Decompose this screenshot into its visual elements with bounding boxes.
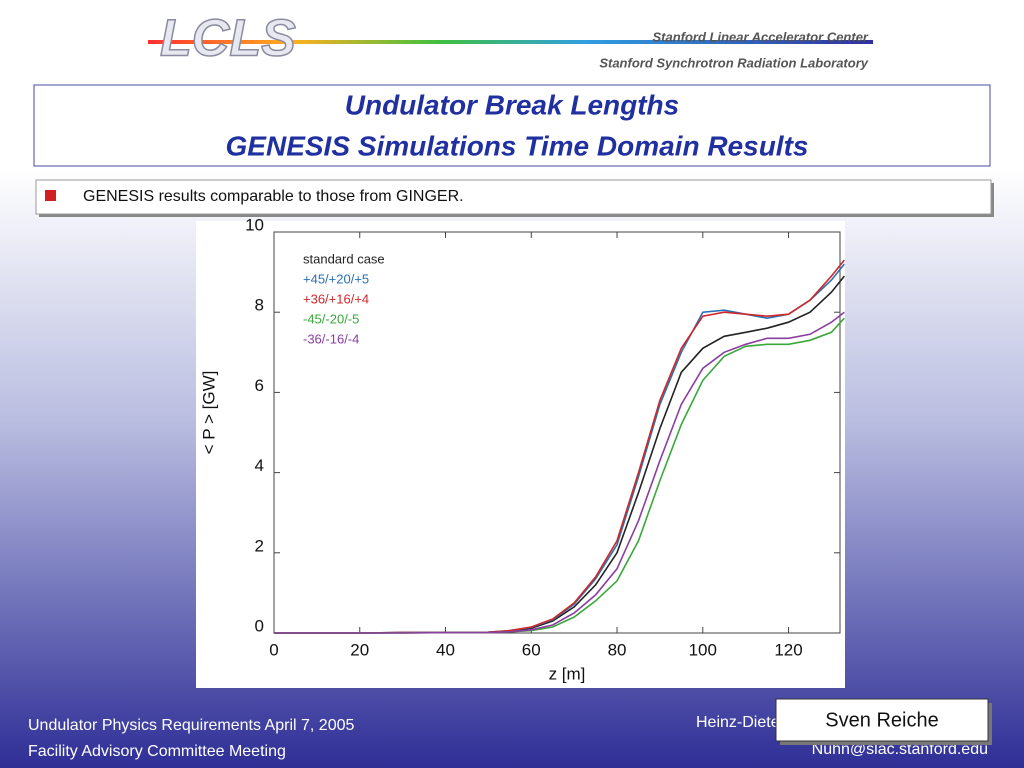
- y-tick-label: 8: [255, 296, 264, 315]
- y-tick-label: 0: [255, 616, 264, 635]
- bullet-box: [35, 179, 992, 215]
- y-tick-label: 4: [255, 456, 264, 475]
- slide-title: GENESIS Simulations Time Domain Results: [226, 130, 809, 161]
- logo: LCLS: [160, 10, 296, 68]
- x-axis-label: z [m]: [549, 664, 586, 683]
- header-rule: [148, 40, 873, 44]
- presenter-box: [775, 698, 989, 742]
- footer-text: Facility Advisory Committee Meeting: [28, 743, 286, 760]
- bullet-icon: [45, 190, 56, 201]
- y-tick-label: 10: [245, 215, 264, 234]
- plot-frame: [273, 231, 841, 634]
- data-line: [274, 311, 845, 634]
- legend-entry: standard case: [303, 251, 385, 266]
- x-tick-label: 100: [689, 640, 717, 659]
- x-tick-label: 40: [436, 640, 455, 659]
- slide-title: Undulator Break Lengths: [345, 89, 679, 120]
- y-tick-label: 2: [255, 536, 264, 555]
- y-tick-label: 6: [255, 376, 264, 395]
- presenter-name: Sven Reiche: [825, 709, 938, 731]
- legend-entry: +36/+16/+4: [303, 291, 369, 306]
- x-tick-label: 120: [774, 640, 802, 659]
- bullet-text: GENESIS results comparable to those from…: [83, 188, 464, 205]
- legend-entry: +45/+20/+5: [303, 271, 369, 286]
- title-box: [33, 84, 991, 167]
- x-tick-label: 60: [522, 640, 541, 659]
- legend-entry: -36/-16/-4: [303, 331, 359, 346]
- x-tick-label: 80: [608, 640, 627, 659]
- footer-email: Nuhn@slac.stanford.edu: [812, 741, 988, 758]
- chart-panel: [196, 221, 845, 688]
- footer-text: Undulator Physics Requirements April 7, …: [28, 717, 354, 734]
- x-tick-label: 20: [350, 640, 369, 659]
- org-name: Stanford Synchrotron Radiation Laborator…: [599, 55, 868, 70]
- legend-entry: -45/-20/-5: [303, 311, 359, 326]
- x-tick-label: 0: [269, 640, 278, 659]
- org-name: Stanford Linear Accelerator Center: [652, 29, 868, 44]
- y-axis-label: < P > [GW]: [199, 371, 218, 455]
